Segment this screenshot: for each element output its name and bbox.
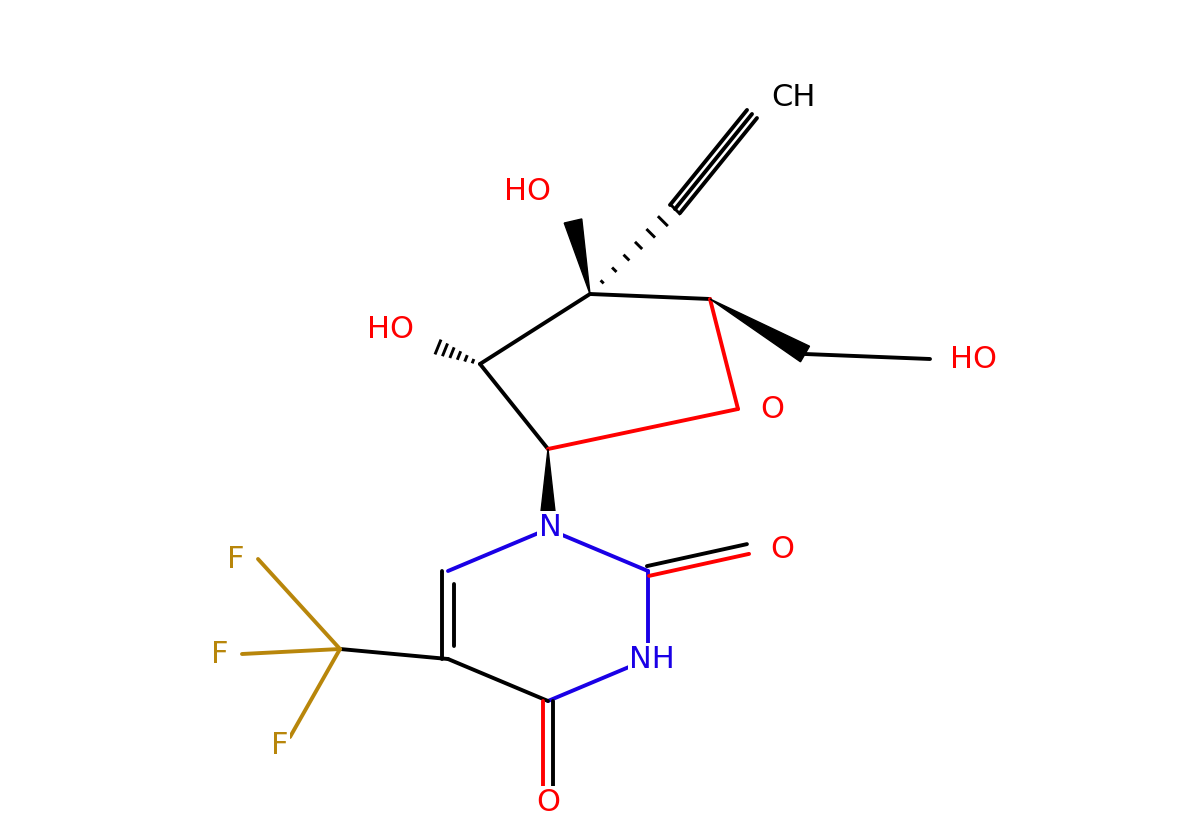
Text: F: F — [226, 545, 244, 573]
Text: NH: NH — [629, 645, 675, 674]
Polygon shape — [540, 450, 557, 529]
Polygon shape — [710, 299, 810, 362]
Polygon shape — [565, 220, 590, 294]
Text: F: F — [270, 731, 288, 760]
Text: HO: HO — [367, 315, 413, 344]
Text: HO: HO — [950, 345, 997, 374]
Text: O: O — [771, 535, 794, 563]
Text: N: N — [538, 513, 561, 542]
Text: O: O — [536, 788, 560, 817]
Text: CH: CH — [771, 84, 815, 112]
Text: O: O — [760, 395, 784, 424]
Text: HO: HO — [504, 177, 550, 206]
Text: F: F — [211, 640, 227, 669]
